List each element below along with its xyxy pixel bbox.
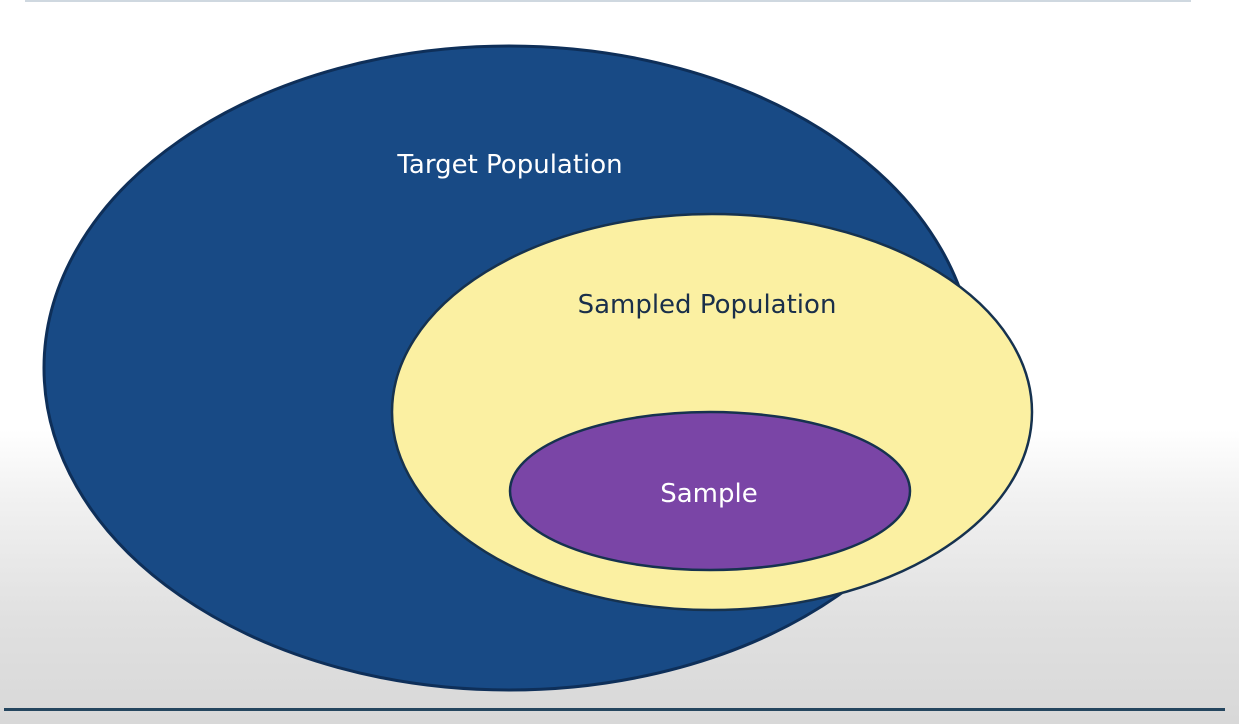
target-population-label: Target Population [396, 150, 622, 180]
bottom-divider [4, 708, 1225, 711]
sample-label: Sample [660, 479, 758, 509]
sample-ellipse [508, 410, 912, 572]
top-divider [25, 0, 1191, 2]
sampled-population-label: Sampled Population [578, 290, 837, 320]
